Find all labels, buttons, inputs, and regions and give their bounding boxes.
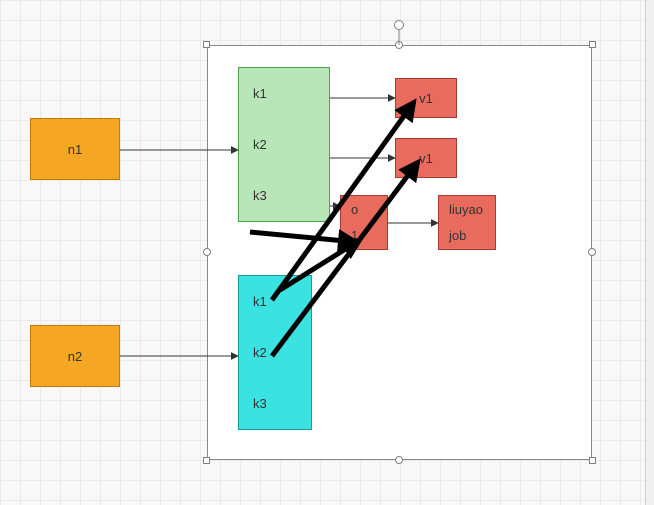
node-liuyao[interactable]: liuyao job: [438, 195, 496, 250]
cyanbox-k1: k1: [253, 294, 267, 309]
node-v1a-label: v1: [419, 91, 433, 106]
cyanbox-k2: k2: [253, 345, 267, 360]
node-cyanbox[interactable]: k1 k2 k3: [238, 275, 312, 430]
sel-rotate-handle[interactable]: [394, 20, 404, 30]
node-n1[interactable]: n1: [30, 118, 120, 180]
node-greenbox[interactable]: k1 k2 k3: [238, 67, 330, 222]
node-v1b-label: v1: [419, 151, 433, 166]
greenbox-k2: k2: [253, 137, 267, 152]
sel-handle-sw[interactable]: [203, 457, 210, 464]
sel-handle-w[interactable]: [203, 248, 211, 256]
node-v1a[interactable]: v1: [395, 78, 457, 118]
sel-handle-nw[interactable]: [203, 41, 210, 48]
sel-handle-ne[interactable]: [589, 41, 596, 48]
liuyao-l1: job: [449, 228, 466, 243]
node-n2[interactable]: n2: [30, 325, 120, 387]
node-n2-label: n2: [68, 349, 82, 364]
node-n1-label: n1: [68, 142, 82, 157]
node-v1b[interactable]: v1: [395, 138, 457, 178]
greenbox-k3: k3: [253, 188, 267, 203]
midred-l1: 1: [351, 228, 358, 243]
right-panel-edge: [645, 0, 654, 505]
node-midred[interactable]: o 1: [340, 195, 388, 250]
liuyao-l0: liuyao: [449, 202, 483, 217]
sel-handle-n[interactable]: [395, 41, 403, 49]
cyanbox-k3: k3: [253, 396, 267, 411]
midred-l0: o: [351, 202, 358, 217]
greenbox-k1: k1: [253, 86, 267, 101]
sel-handle-e[interactable]: [588, 248, 596, 256]
sel-handle-s[interactable]: [395, 456, 403, 464]
sel-handle-se[interactable]: [589, 457, 596, 464]
